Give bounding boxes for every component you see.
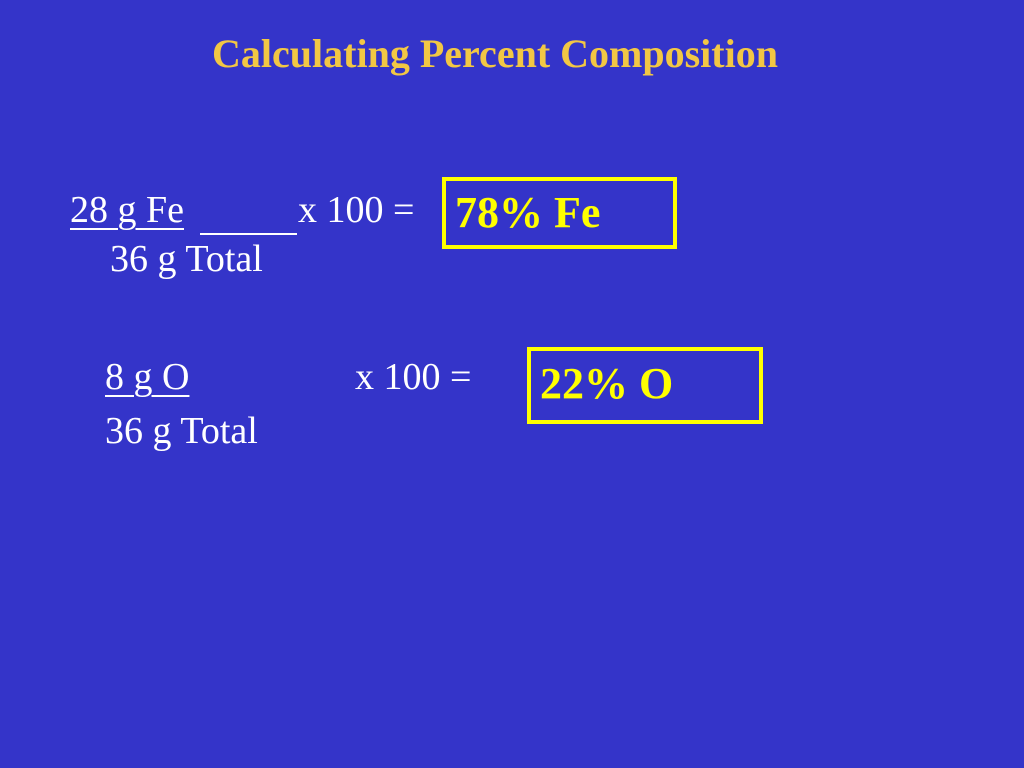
result-box bbox=[442, 177, 677, 249]
denominator: 36 g Total bbox=[110, 238, 263, 280]
fraction-line bbox=[200, 233, 297, 235]
denominator: 36 g Total bbox=[105, 410, 258, 452]
operation: x 100 = bbox=[355, 356, 472, 398]
numerator: 8 g O bbox=[105, 356, 190, 398]
result-box bbox=[527, 347, 763, 424]
operation: x 100 = bbox=[298, 189, 415, 231]
slide-title: Calculating Percent Composition bbox=[212, 31, 778, 76]
result: 22% O bbox=[540, 359, 674, 408]
result: 78% Fe bbox=[455, 188, 601, 237]
numerator: 28 g Fe bbox=[70, 189, 184, 231]
